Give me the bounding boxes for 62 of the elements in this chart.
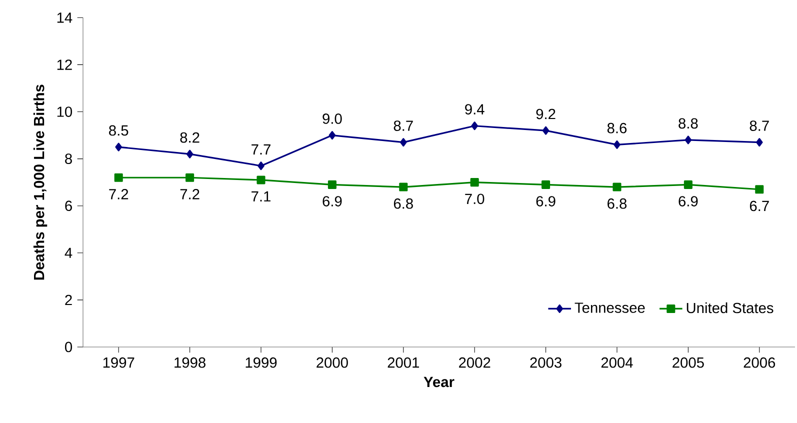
y-tick-label: 8: [65, 154, 72, 164]
point: [186, 150, 194, 158]
data-label: 6.9: [322, 196, 342, 206]
x-tick-label: 2004: [601, 357, 633, 368]
x-tick-label: 2005: [672, 357, 704, 368]
point: [470, 178, 479, 187]
y-axis-title: Deaths per 1,000 Live Births: [33, 84, 48, 280]
data-label: 6.9: [536, 196, 556, 206]
x-tick-label: 1999: [246, 357, 277, 368]
x-tick-label: 2002: [459, 357, 490, 368]
point: [114, 173, 123, 182]
legend-label: United States: [686, 302, 774, 314]
point: [256, 176, 266, 184]
data-label: 8.7: [750, 120, 769, 131]
data-label: 6.7: [750, 200, 769, 212]
x-tick-label: 2006: [744, 357, 776, 368]
point: [756, 138, 763, 147]
point: [186, 173, 194, 182]
data-label: 8.7: [394, 120, 413, 131]
y-tick-label: 14: [57, 12, 72, 23]
point: [399, 182, 408, 192]
y-tick-label: 6: [65, 200, 72, 212]
x-tick-label: 2003: [530, 357, 562, 368]
data-label: 6.9: [678, 196, 698, 206]
y-tick-label: 4: [64, 248, 72, 258]
point: [328, 131, 336, 140]
data-label: 6.8: [608, 198, 627, 209]
data-label: 9.2: [536, 108, 556, 120]
point: [400, 138, 407, 147]
data-label: 7.7: [252, 144, 270, 154]
point: [612, 182, 622, 192]
x-tick-label: 1998: [174, 357, 206, 368]
point: [614, 140, 620, 149]
data-label: 9.4: [465, 104, 484, 114]
x-tick-label: 1997: [103, 357, 134, 368]
point: [755, 185, 764, 194]
legend-label: Tennessee: [574, 302, 645, 313]
point: [258, 162, 264, 170]
y-tick-label: 12: [57, 60, 72, 70]
point: [684, 180, 692, 189]
data-label: 7.1: [252, 191, 270, 202]
point: [328, 180, 336, 189]
x-tick-label: 2001: [388, 357, 419, 368]
data-label: 7.2: [180, 189, 200, 200]
x-axis-title: Year: [424, 376, 454, 388]
point: [115, 142, 122, 152]
point: [471, 122, 478, 130]
point: [542, 126, 550, 135]
y-tick-label: 0: [65, 342, 72, 352]
data-label: 7.0: [465, 194, 484, 204]
data-label: 8.2: [180, 132, 200, 143]
x-tick-label: 2000: [316, 357, 348, 368]
data-label: 9.0: [322, 114, 342, 124]
y-tick-label: 10: [57, 106, 72, 117]
data-label: 8.6: [607, 122, 627, 134]
data-label: 8.8: [678, 118, 698, 129]
point: [542, 180, 550, 189]
point: [684, 136, 692, 144]
y-tick-label: 2: [65, 294, 72, 306]
data-label: 6.8: [394, 198, 413, 209]
data-label: 8.5: [109, 125, 128, 136]
data-label: 7.2: [109, 189, 128, 200]
